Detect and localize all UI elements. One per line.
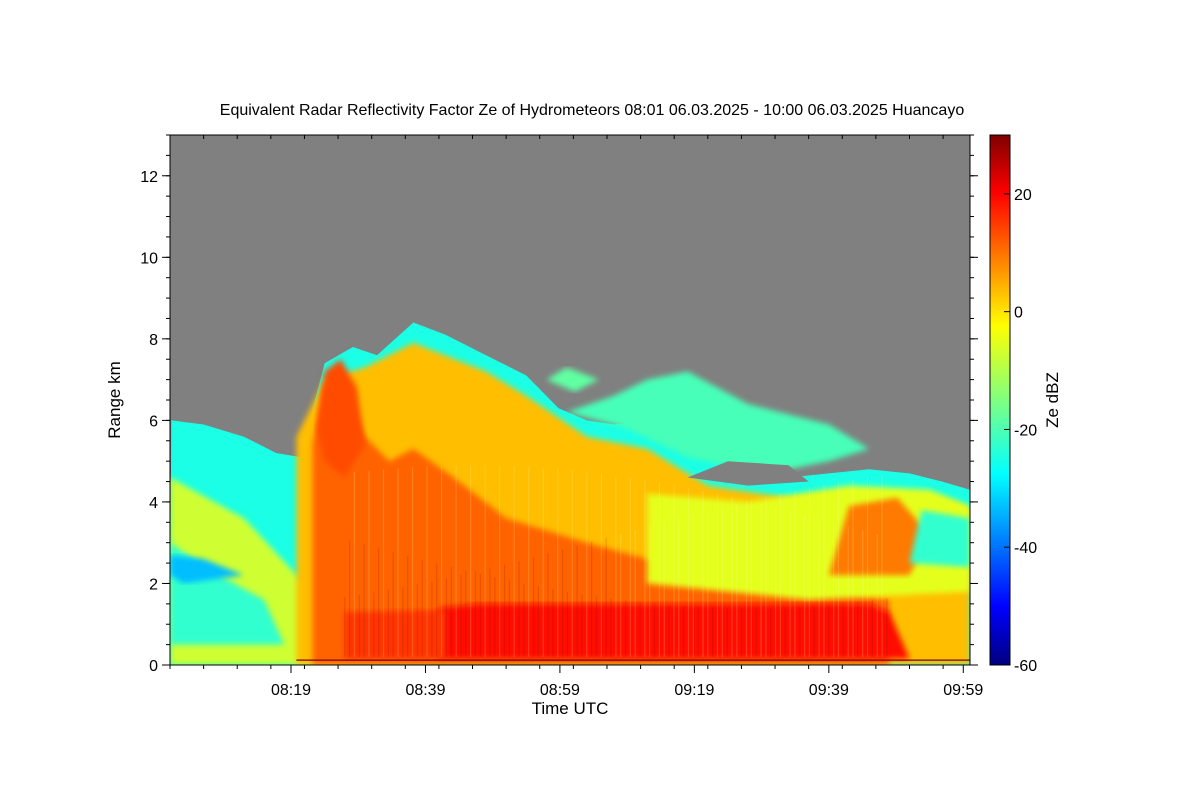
rain-layer-onset xyxy=(344,610,446,659)
upper-orange-plume xyxy=(316,359,365,478)
cirrus-layer xyxy=(566,371,870,474)
late-orange-patch xyxy=(828,497,930,576)
y-tick-label: 8 xyxy=(149,332,158,349)
colorbar-tick-label: 0 xyxy=(1014,305,1023,322)
y-axis-label: Range km xyxy=(105,361,124,438)
colorbar-tick-label: -60 xyxy=(1014,658,1037,675)
colorbar-tick-label: -40 xyxy=(1014,540,1037,557)
x-tick-label: 09:19 xyxy=(674,682,714,699)
x-tick-label: 08:19 xyxy=(271,682,311,699)
x-tick-label: 09:59 xyxy=(943,682,983,699)
colorbar-tick-label: 20 xyxy=(1014,187,1032,204)
late-cyan-patch xyxy=(909,510,970,568)
x-tick-label: 09:39 xyxy=(809,682,849,699)
orange-core xyxy=(312,383,890,665)
y-tick-label: 6 xyxy=(149,413,158,430)
y-axis: 0 2 4 6 8 10 12 xyxy=(140,134,978,675)
early-blue-patch xyxy=(170,554,244,584)
cirrus-fragment xyxy=(546,367,599,392)
colorbar-ticks: 20 0 -20 -40 -60 xyxy=(1004,187,1037,675)
colorbar-scale xyxy=(989,134,1011,666)
no-data-gap xyxy=(687,461,809,486)
y-tick-label: 2 xyxy=(149,576,158,593)
x-axis-label: Time UTC xyxy=(532,699,609,718)
y-tick-label: 0 xyxy=(149,658,158,675)
colorbar-tick-label: -20 xyxy=(1014,422,1037,439)
x-axis: 08:19 08:39 08:59 09:19 09:39 09:59 xyxy=(169,135,983,699)
y-tick-label: 12 xyxy=(140,169,158,186)
plot-area xyxy=(169,134,971,666)
x-tick-label: 08:39 xyxy=(405,682,445,699)
colorbar: 20 0 -20 -40 -60 Ze dBZ xyxy=(989,134,1062,675)
chart-title: Equivalent Radar Reflectivity Factor Ze … xyxy=(220,102,965,119)
x-tick-label: 08:59 xyxy=(540,682,580,699)
y-tick-label: 4 xyxy=(149,495,158,512)
colorbar-label: Ze dBZ xyxy=(1043,372,1062,428)
reflectivity-field xyxy=(170,322,970,665)
fall-streaks xyxy=(344,465,888,657)
rain-layer xyxy=(438,603,910,659)
y-tick-label: 10 xyxy=(140,250,158,267)
